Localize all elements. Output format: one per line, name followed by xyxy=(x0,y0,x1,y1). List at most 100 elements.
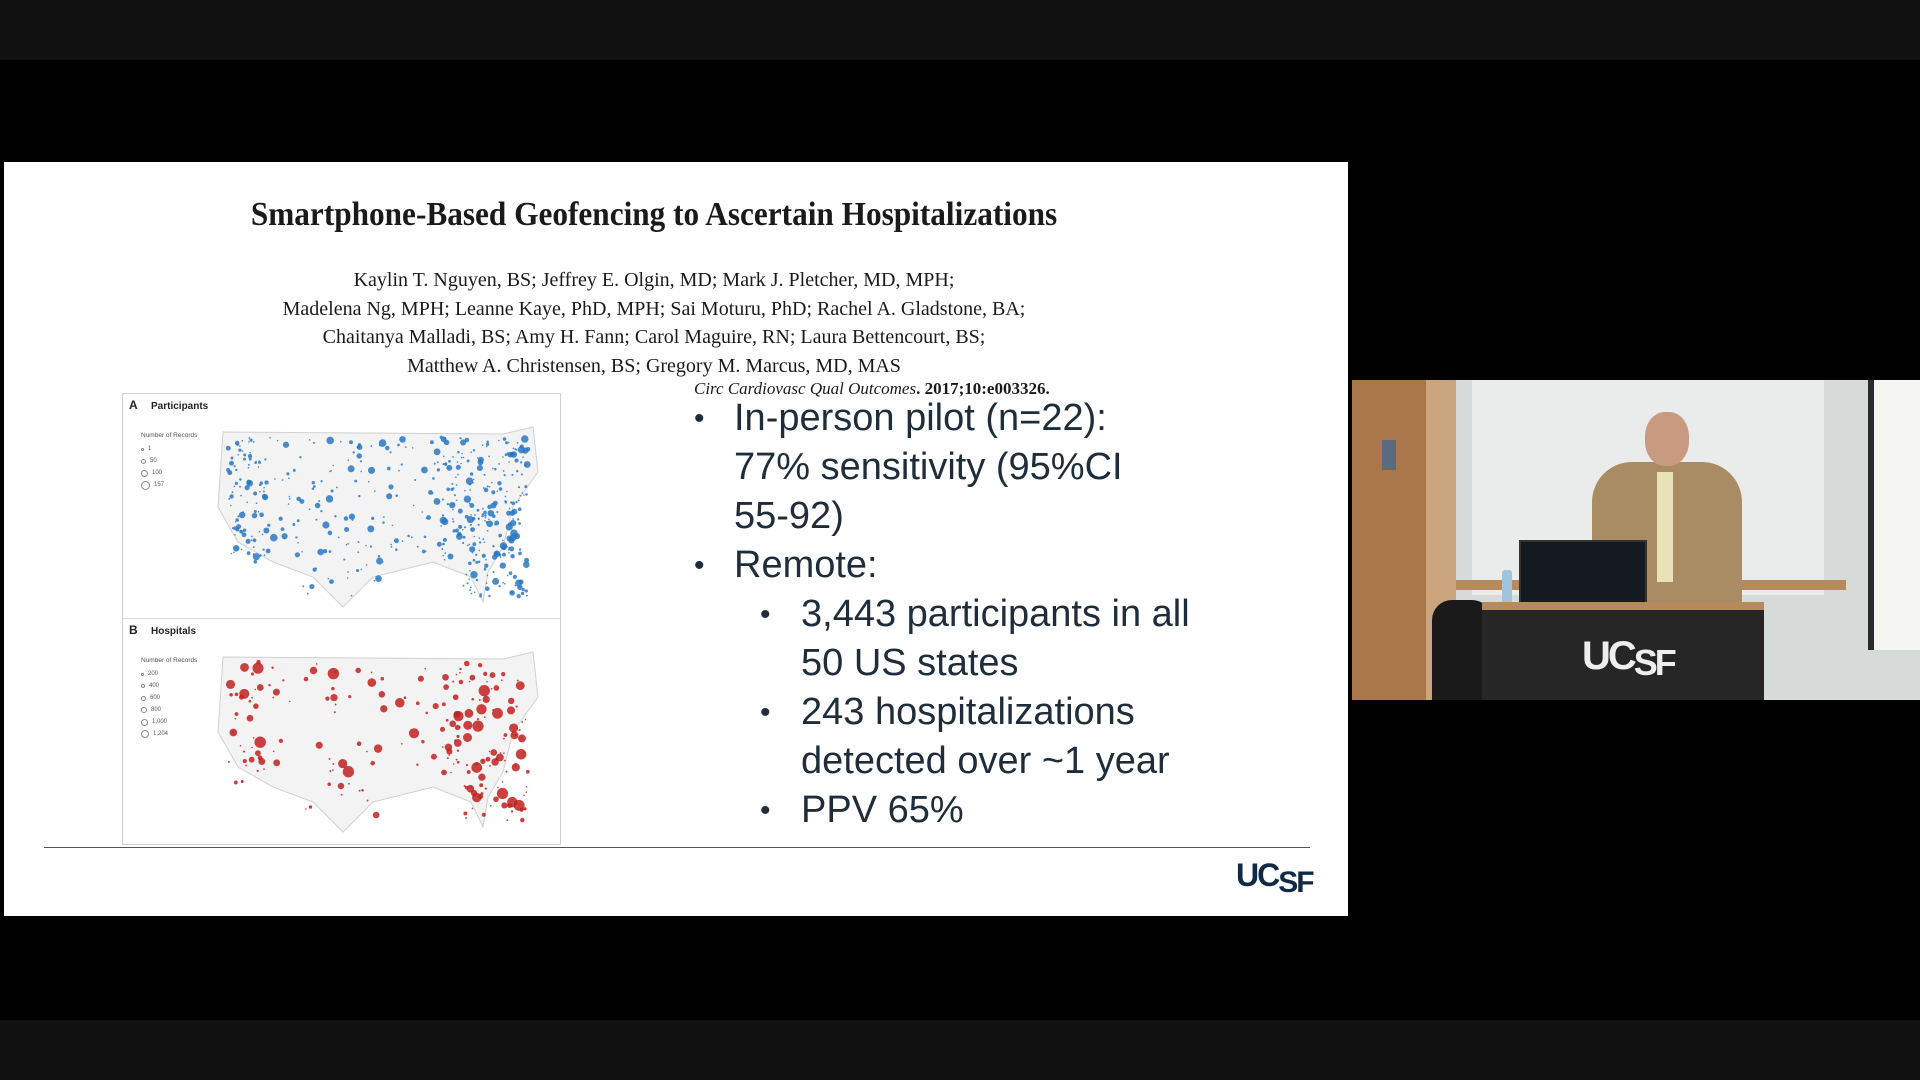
map-point xyxy=(433,497,441,505)
map-point xyxy=(327,530,333,536)
map-point xyxy=(347,465,355,473)
map-point xyxy=(452,680,455,683)
map-point xyxy=(475,553,478,556)
legend-label: 50 xyxy=(150,458,157,464)
map-point xyxy=(466,516,474,524)
wall-sign xyxy=(1382,440,1396,470)
map-point xyxy=(253,509,257,514)
map-point xyxy=(377,554,381,558)
map-point xyxy=(465,763,469,767)
map-point xyxy=(332,762,335,765)
map-point xyxy=(442,537,447,542)
map-point xyxy=(288,700,291,703)
map-point xyxy=(521,588,525,592)
map-point xyxy=(521,435,529,443)
map-point xyxy=(258,757,261,760)
map-point xyxy=(471,697,475,701)
map-point xyxy=(516,679,519,682)
map-point xyxy=(510,590,514,594)
map-point xyxy=(525,785,528,788)
map-point xyxy=(444,463,448,466)
map-point xyxy=(342,766,355,778)
bullet-text: 77% sensitivity (95%CI xyxy=(734,446,1123,488)
map-point xyxy=(401,540,404,542)
map-point xyxy=(417,675,424,682)
map-point xyxy=(484,567,486,569)
map-point xyxy=(498,533,503,538)
map-point xyxy=(480,758,486,764)
map-point xyxy=(446,487,450,492)
map-point xyxy=(425,711,428,715)
map-point xyxy=(327,577,330,580)
map-point xyxy=(371,516,375,520)
map-point xyxy=(485,442,490,446)
map-point xyxy=(502,581,504,584)
map-point xyxy=(233,465,236,468)
map-point xyxy=(501,781,504,783)
map-point xyxy=(466,459,470,463)
map-point xyxy=(459,671,461,674)
map-point xyxy=(357,541,360,544)
map-point xyxy=(351,518,354,521)
map-point xyxy=(334,670,337,674)
map-point xyxy=(472,478,475,481)
logo-sf: SF xyxy=(1278,866,1314,899)
map-point xyxy=(243,453,247,457)
map-point xyxy=(388,484,394,490)
map-point xyxy=(238,511,246,519)
map-point xyxy=(252,553,255,556)
map-point xyxy=(443,439,450,446)
map-point xyxy=(503,759,506,762)
map-point xyxy=(442,521,444,523)
map-point xyxy=(411,447,414,449)
map-point xyxy=(263,527,270,534)
map-point xyxy=(515,501,518,504)
map-point xyxy=(496,511,499,513)
projection-screen xyxy=(1868,380,1920,650)
map-point xyxy=(390,546,393,548)
map-point xyxy=(489,672,496,679)
map-point xyxy=(421,511,424,513)
map-point xyxy=(308,805,313,809)
map-point xyxy=(441,746,444,748)
map-point xyxy=(349,440,353,445)
map-point xyxy=(297,541,299,544)
map-point xyxy=(228,471,231,474)
map-point xyxy=(478,537,481,539)
map-point xyxy=(244,485,250,491)
map-point xyxy=(426,515,431,520)
map-point xyxy=(361,789,364,792)
map-point xyxy=(487,504,492,510)
map-point xyxy=(383,516,385,518)
map-point xyxy=(234,520,237,523)
map-point xyxy=(301,550,303,553)
map-point xyxy=(479,767,482,770)
author-list: Kaylin T. Nguyen, BS; Jeffrey E. Olgin, … xyxy=(4,266,1304,380)
map-point xyxy=(502,552,506,557)
map-point xyxy=(519,807,524,812)
map-point xyxy=(261,533,264,536)
map-point xyxy=(410,536,413,539)
map-point xyxy=(485,558,487,561)
map-point xyxy=(325,495,334,503)
map-point xyxy=(510,553,515,559)
map-point xyxy=(514,448,517,451)
map-point xyxy=(478,549,481,552)
map-legend: Number of Records 1 50 100 157 xyxy=(141,430,197,491)
map-point xyxy=(259,481,263,485)
map-point xyxy=(449,501,456,509)
map-point xyxy=(369,545,373,548)
map-point xyxy=(376,557,384,565)
map-point xyxy=(470,570,478,579)
slide-title: Smartphone-Based Geofencing to Ascertain… xyxy=(250,196,1058,233)
map-point xyxy=(373,579,376,582)
map-point xyxy=(486,520,494,528)
map-point xyxy=(429,440,434,445)
map-point xyxy=(483,487,489,493)
map-point xyxy=(476,508,480,512)
map-point xyxy=(237,515,240,518)
map-point xyxy=(516,518,520,521)
map-point xyxy=(263,486,265,489)
map-point xyxy=(436,541,442,547)
bullet-list: • In-person pilot (n=22): 77% sensitivity … xyxy=(694,394,1254,835)
